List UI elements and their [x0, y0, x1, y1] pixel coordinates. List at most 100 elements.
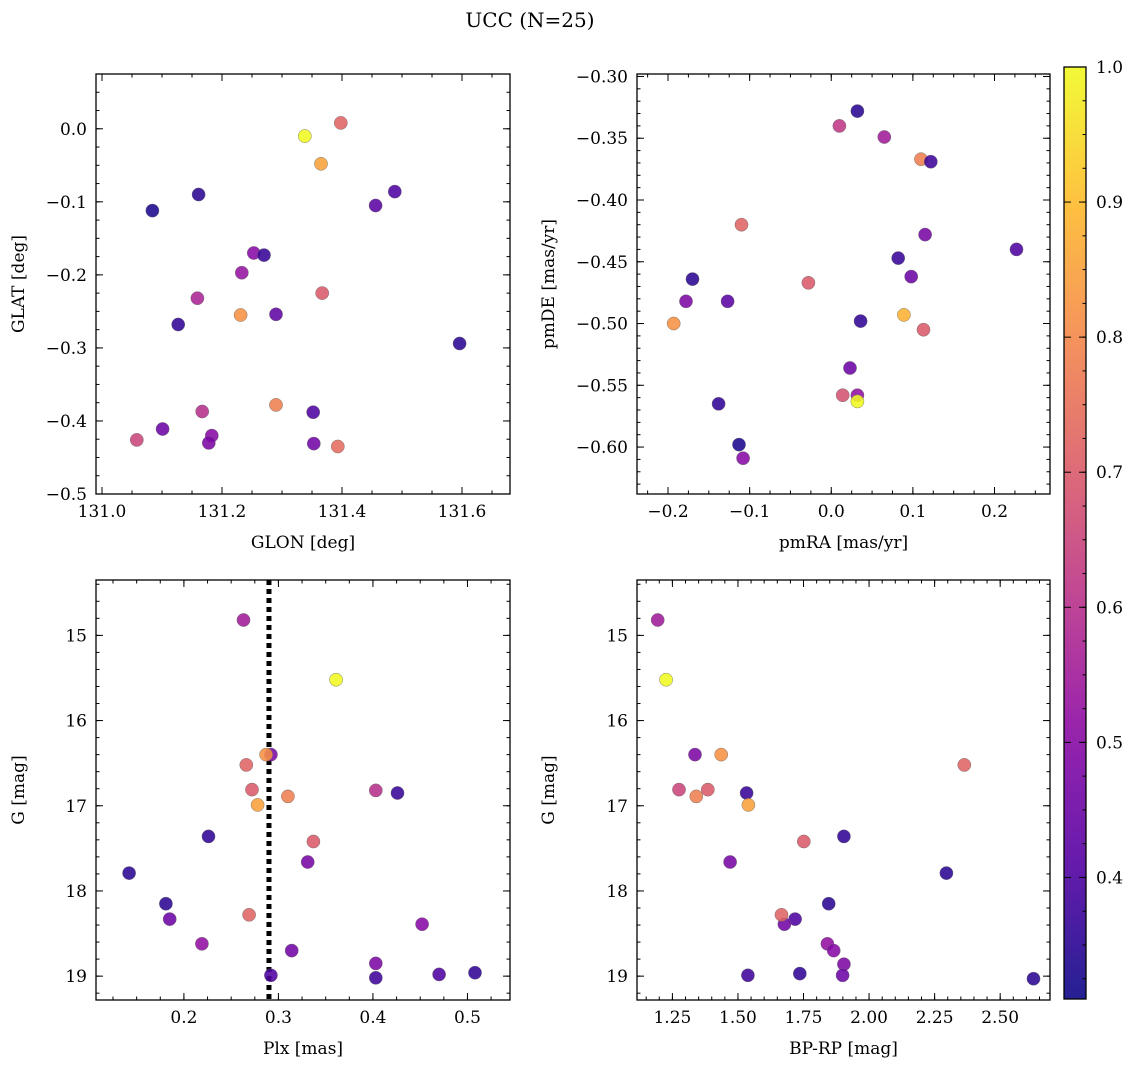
figure-title: UCC (N=25) — [465, 8, 594, 32]
data-point — [314, 156, 328, 171]
y-tick-label: −0.60 — [576, 438, 628, 458]
x-tick-label: 0.5 — [454, 1008, 481, 1028]
data-point — [191, 187, 206, 202]
x-tick-label: 0.2 — [170, 1008, 197, 1028]
data-point — [835, 388, 850, 403]
data-point — [368, 198, 383, 213]
data-point — [201, 829, 216, 844]
data-point — [916, 322, 931, 337]
data-point — [689, 789, 704, 804]
data-point — [250, 798, 265, 812]
data-point — [300, 855, 315, 869]
data-point — [306, 436, 321, 451]
data-point — [701, 782, 715, 797]
data-point — [659, 672, 673, 687]
x-tick-label: 1.50 — [719, 1008, 757, 1028]
data-point — [832, 119, 847, 133]
y-tick-label: 16 — [606, 712, 628, 732]
data-point — [159, 896, 173, 911]
y-tick-label: −0.1 — [46, 193, 87, 213]
colorbar-frame — [1063, 66, 1087, 1000]
data-point — [826, 943, 841, 958]
data-point — [269, 398, 283, 412]
data-point — [774, 908, 789, 922]
x-tick-label: −0.1 — [729, 502, 770, 522]
y-tick-label: −0.2 — [46, 266, 87, 286]
data-point — [297, 129, 312, 143]
scatter-panel-pm: −0.2 −0.1 0.0 0.1 0.2 −0.30 −0.35 −0.40 −0.45 −0.… — [539, 67, 1051, 553]
x-tick-label: 0.1 — [899, 502, 926, 522]
data-point — [904, 269, 919, 284]
data-point — [239, 758, 254, 772]
x-tick-label: 0.3 — [265, 1008, 292, 1028]
data-point — [650, 613, 665, 627]
data-point — [195, 404, 209, 419]
data-point — [368, 956, 383, 971]
data-point — [306, 834, 321, 849]
data-point — [797, 834, 811, 849]
colorbar-tick-label: 0.5 — [1096, 733, 1123, 753]
data-point — [897, 308, 911, 322]
x-tick-label: 0.4 — [359, 1008, 386, 1028]
y-tick-label: 17 — [65, 797, 87, 817]
data-point — [1026, 971, 1041, 986]
x-tick-label: 1.75 — [785, 1008, 823, 1028]
y-axis-label: G [mag] — [9, 755, 29, 824]
data-point — [685, 272, 700, 286]
axis-ticks — [637, 580, 1050, 1000]
axes-frame — [95, 73, 511, 495]
data-point — [284, 943, 299, 958]
data-point — [843, 361, 857, 375]
y-tick-label: −0.45 — [576, 253, 628, 273]
data-point — [723, 855, 737, 869]
data-point — [734, 217, 749, 232]
data-point — [390, 786, 405, 800]
y-tick-label: −0.5 — [46, 485, 87, 505]
data-point — [195, 937, 209, 951]
data-point — [315, 286, 330, 300]
data-point — [741, 968, 755, 983]
data-point — [720, 294, 735, 309]
data-point — [821, 896, 836, 911]
data-point — [387, 184, 402, 199]
data-point — [452, 336, 467, 351]
data-point — [281, 789, 295, 804]
data-point — [853, 314, 868, 328]
data-point — [259, 747, 273, 762]
data-point — [736, 451, 750, 466]
data-point — [368, 971, 383, 985]
data-point — [666, 316, 681, 331]
x-tick-label: 0.2 — [981, 502, 1008, 522]
y-axis-label: G [mag] — [539, 755, 559, 824]
data-point — [233, 308, 248, 322]
data-point — [269, 307, 283, 322]
y-tick-label: −0.40 — [576, 191, 628, 211]
data-point — [329, 672, 343, 687]
y-tick-label: 18 — [606, 882, 628, 902]
data-point — [368, 783, 383, 798]
data-point — [688, 747, 702, 762]
axes-frame — [636, 579, 1051, 1001]
data-point — [711, 396, 726, 411]
x-axis-label: pmRA [mas/yr] — [779, 533, 908, 553]
x-tick-label: 131.6 — [438, 502, 487, 522]
data-point — [415, 917, 429, 932]
x-tick-label: 2.25 — [916, 1008, 954, 1028]
data-point — [732, 437, 746, 452]
axis-ticks — [96, 580, 510, 1000]
data-point — [672, 782, 686, 797]
y-tick-label: −0.3 — [46, 339, 87, 359]
x-axis-label: Plx [mas] — [263, 1039, 343, 1059]
y-tick-label: −0.50 — [576, 315, 628, 335]
y-tick-label: −0.35 — [576, 129, 628, 149]
data-point — [145, 203, 160, 218]
x-tick-label: 131.0 — [78, 502, 127, 522]
data-point — [330, 439, 345, 454]
y-tick-label: 17 — [606, 797, 628, 817]
y-tick-label: 16 — [65, 712, 87, 732]
data-point — [306, 405, 321, 420]
y-tick-label: −0.4 — [46, 412, 87, 432]
data-point — [850, 104, 865, 118]
data-point — [939, 866, 954, 880]
